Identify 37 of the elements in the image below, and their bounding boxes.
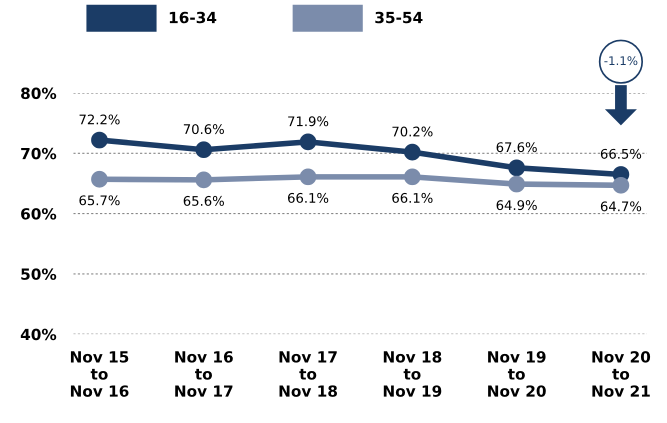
data-label: 70.6% xyxy=(184,124,224,134)
point xyxy=(195,141,212,158)
data-label: 66.1% xyxy=(288,192,328,203)
data-label: 70.2% xyxy=(392,126,433,137)
x-tick-label: Nov 20 to Nov 21 xyxy=(592,351,650,397)
data-label: 71.9% xyxy=(288,116,328,126)
point xyxy=(195,172,212,188)
y-tick-label: 80% xyxy=(21,88,56,100)
data-label: 67.6% xyxy=(496,142,537,152)
point xyxy=(404,168,421,186)
data-label: 65.7% xyxy=(79,195,120,206)
x-tick-label: Nov 16 to Nov 17 xyxy=(175,351,233,397)
legend-label: 16-34 xyxy=(170,12,216,24)
point xyxy=(612,176,630,194)
point xyxy=(91,132,108,148)
y-tick-label: 50% xyxy=(21,268,56,280)
text: -1.1% xyxy=(604,56,638,66)
point xyxy=(300,168,316,186)
y-tick-label: 40% xyxy=(20,328,56,340)
y-tick-label: 60% xyxy=(21,208,56,220)
point xyxy=(300,134,316,150)
point xyxy=(404,144,421,160)
data-label: 66.1% xyxy=(392,192,433,203)
data-label: 72.2% xyxy=(80,114,120,124)
x-tick-label: Nov 15 to Nov 16 xyxy=(70,351,129,397)
x-tick-label: Nov 17 to Nov 18 xyxy=(280,351,337,397)
data-label: 64.7% xyxy=(600,201,642,212)
y-tick-label: 70% xyxy=(21,148,56,160)
legend-label: 35-54 xyxy=(375,12,422,24)
data-label: 66.5% xyxy=(600,148,642,159)
x-tick-label: Nov 18 to Nov 19 xyxy=(384,351,442,397)
point xyxy=(508,159,525,176)
data-label: 64.9% xyxy=(496,200,537,210)
point xyxy=(91,170,108,188)
x-tick-label: Nov 19 to Nov 20 xyxy=(488,351,546,397)
data-label: 65.6% xyxy=(184,196,224,206)
point xyxy=(508,176,525,192)
